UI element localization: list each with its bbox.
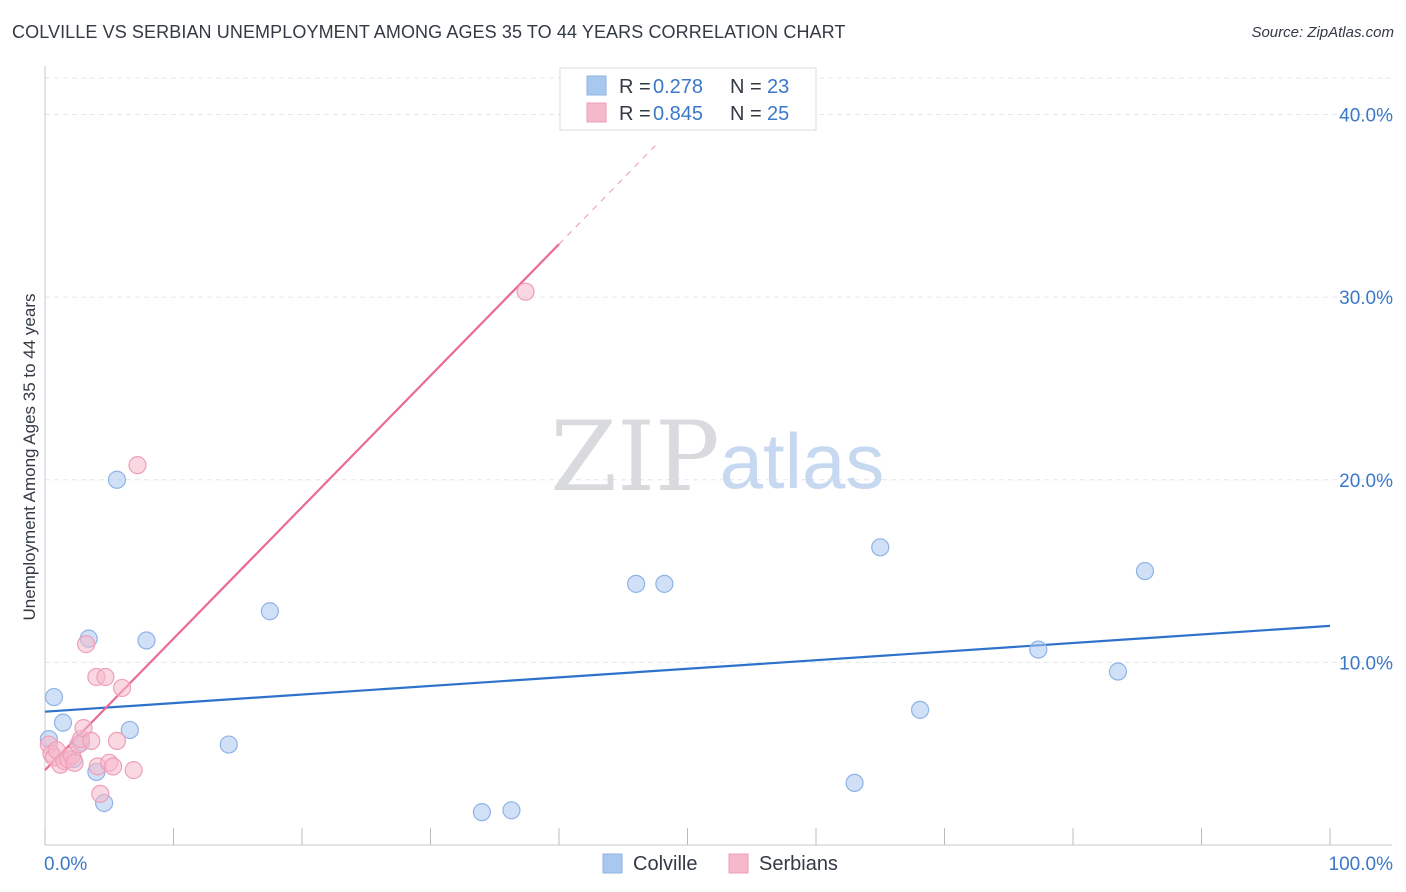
x-tick-label-max: 100.0% [1329, 854, 1394, 875]
legend-n-value: 25 [767, 103, 789, 125]
colville-point [107, 470, 127, 489]
y-tick-labels: 10.0% 20.0% 30.0% 40.0% [1339, 106, 1393, 675]
colville-point [1108, 662, 1128, 681]
colville-point [655, 574, 674, 593]
legend-r-label: R = [619, 103, 651, 125]
data-points [39, 282, 1155, 822]
grid-lines [45, 77, 1392, 663]
y-axis-label: Unemployment Among Ages 35 to 44 years [20, 294, 39, 621]
serbians-trend-line [44, 243, 560, 771]
legend-n-label: N = [730, 103, 762, 125]
colville-legend-swatch [586, 75, 607, 96]
colville-point [502, 801, 521, 820]
colville-trend-line [44, 624, 1331, 713]
legend-n-label: N = [730, 76, 762, 98]
legend-r-value: 0.845 [653, 103, 703, 125]
colville-point [626, 574, 646, 593]
serbians-point [104, 757, 123, 776]
colville-point [260, 602, 279, 621]
serbians-legend-swatch [586, 102, 607, 123]
watermark-atlas: atlas [720, 417, 885, 505]
y-tick-label: 40.0% [1339, 106, 1393, 127]
serbians-point [112, 678, 132, 698]
serbians-point [91, 784, 110, 803]
series-legend: Colville Serbians [602, 853, 838, 875]
colville-point [845, 773, 864, 793]
trend-lines [44, 145, 1331, 771]
legend-n-value: 23 [767, 76, 789, 98]
serbians-point [77, 635, 96, 654]
serbians-point [96, 667, 115, 687]
colville-legend-label: Colville [633, 853, 697, 875]
colville-point [871, 538, 890, 557]
serbians-point [107, 731, 127, 751]
watermark: ZIP atlas [550, 401, 884, 513]
serbians-trend-extension [558, 145, 656, 245]
serbians-point [128, 456, 147, 475]
colville-point [219, 735, 238, 754]
serbians-point [516, 282, 535, 301]
y-tick-label: 10.0% [1339, 653, 1393, 674]
serbians-legend-swatch-bottom [728, 853, 749, 874]
watermark-zip: ZIP [550, 401, 719, 513]
y-tick-label: 20.0% [1339, 471, 1393, 492]
colville-point [120, 720, 139, 740]
serbians-point [82, 731, 101, 751]
source-label: Source: ZipAtlas.com [1251, 24, 1394, 41]
colville-point [53, 713, 73, 732]
axes [44, 66, 1392, 846]
stats-legend: R = 0.278 N = 23 R = 0.845 N = 25 [559, 67, 817, 131]
colville-point [137, 631, 156, 650]
serbians-point [65, 753, 84, 772]
legend-r-value: 0.278 [653, 76, 703, 98]
colville-point [1135, 561, 1155, 581]
colville-legend-swatch-bottom [602, 853, 623, 874]
chart-title: COLVILLE VS SERBIAN UNEMPLOYMENT AMONG A… [12, 22, 846, 42]
y-tick-label: 30.0% [1339, 288, 1393, 309]
x-tick-labels: 0.0% 100.0% [44, 854, 1393, 875]
legend-r-label: R = [619, 76, 651, 98]
serbians-legend-label: Serbians [759, 853, 838, 875]
colville-point [472, 803, 491, 822]
x-tick-label-min: 0.0% [44, 854, 87, 875]
colville-point [44, 687, 64, 707]
serbians-point [124, 761, 143, 780]
colville-point [910, 700, 930, 719]
colville-point [1029, 640, 1048, 659]
